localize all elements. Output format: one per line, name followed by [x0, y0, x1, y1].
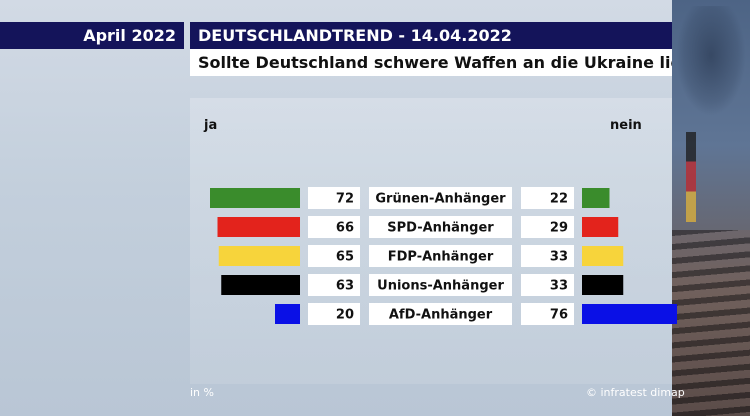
no-bar	[582, 275, 624, 295]
survey-question: Sollte Deutschland schwere Waffen an die…	[190, 49, 672, 76]
yes-bar	[218, 246, 300, 266]
yes-value-label: 63	[336, 279, 354, 294]
parliament-seats-image	[672, 230, 750, 416]
yes-value-box	[308, 187, 360, 209]
no-value-label: 33	[550, 250, 568, 265]
yes-value-box	[308, 245, 360, 267]
yes-bar	[210, 188, 300, 208]
no-bar	[582, 304, 677, 324]
category-label: FDP-Anhänger	[388, 250, 494, 265]
category-box	[369, 245, 512, 267]
category-box	[369, 303, 512, 325]
yes-value-label: 20	[336, 308, 354, 323]
yes-value-box	[308, 216, 360, 238]
category-box	[369, 216, 512, 238]
yes-value-box	[308, 303, 360, 325]
source-credit: © infratest dimap	[586, 386, 685, 399]
no-value-label: 29	[550, 221, 568, 236]
no-bar	[582, 217, 619, 237]
survey-title: DEUTSCHLANDTREND - 14.04.2022	[190, 22, 672, 49]
no-value-box	[521, 245, 574, 267]
flag-image	[686, 132, 696, 222]
no-value-box	[521, 187, 574, 209]
category-label: AfD-Anhänger	[389, 308, 493, 323]
no-bar	[582, 246, 624, 266]
unit-note: in %	[190, 386, 214, 399]
category-label: SPD-Anhänger	[387, 221, 494, 236]
no-value-box	[521, 274, 574, 296]
yes-bar	[275, 304, 300, 324]
no-value-label: 33	[550, 279, 568, 294]
date-label: April 2022	[0, 22, 184, 49]
yes-column-label: ja	[204, 118, 218, 133]
yes-value-label: 72	[336, 192, 354, 207]
no-column-label: nein	[610, 118, 642, 133]
yes-value-box	[308, 274, 360, 296]
category-label: Unions-Anhänger	[377, 279, 504, 294]
no-value-box	[521, 303, 574, 325]
category-box	[369, 187, 512, 209]
chart-panel	[190, 98, 672, 384]
no-bar	[582, 188, 610, 208]
yes-value-label: 65	[336, 250, 354, 265]
yes-bar	[217, 217, 300, 237]
no-value-box	[521, 216, 574, 238]
yes-value-label: 66	[336, 221, 354, 236]
no-value-label: 22	[550, 192, 568, 207]
background-photo	[672, 0, 750, 416]
no-value-label: 76	[550, 308, 568, 323]
yes-bar	[221, 275, 300, 295]
category-box	[369, 274, 512, 296]
federal-eagle-image	[676, 6, 746, 116]
category-label: Grünen-Anhänger	[375, 192, 506, 207]
